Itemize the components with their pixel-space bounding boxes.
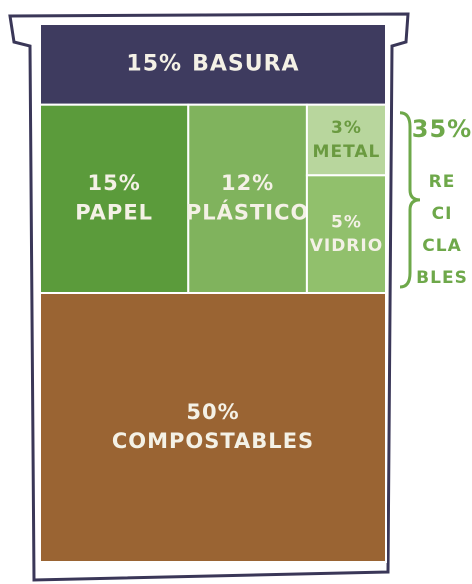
category-label: PLÁSTICO [186, 200, 310, 225]
block [39, 292, 387, 563]
value-label: 5% [331, 212, 362, 232]
value-label: 12% [221, 171, 274, 195]
category-label: PAPEL [75, 201, 153, 225]
group-label: CI [432, 204, 453, 224]
group-brace [399, 111, 421, 289]
group-value: 35% [412, 115, 472, 143]
cup-outline [8, 12, 410, 582]
block [305, 174, 387, 294]
value-label: 15% [126, 51, 182, 76]
category-label: BASURA [192, 51, 299, 76]
group-label: CLA [422, 236, 461, 256]
block [39, 103, 190, 294]
group-label: RE [429, 172, 456, 192]
category-label: VIDRIO [310, 236, 383, 256]
category-label: COMPOSTABLES [112, 429, 314, 453]
value-label: 3% [331, 118, 362, 138]
value-label: 15% [88, 171, 141, 195]
block [305, 103, 387, 177]
category-label: METAL [313, 142, 381, 162]
group-label: BLES [416, 268, 468, 288]
block [187, 103, 308, 294]
block-label: 15% BASURA [126, 51, 299, 76]
value-label: 50% [186, 400, 239, 424]
